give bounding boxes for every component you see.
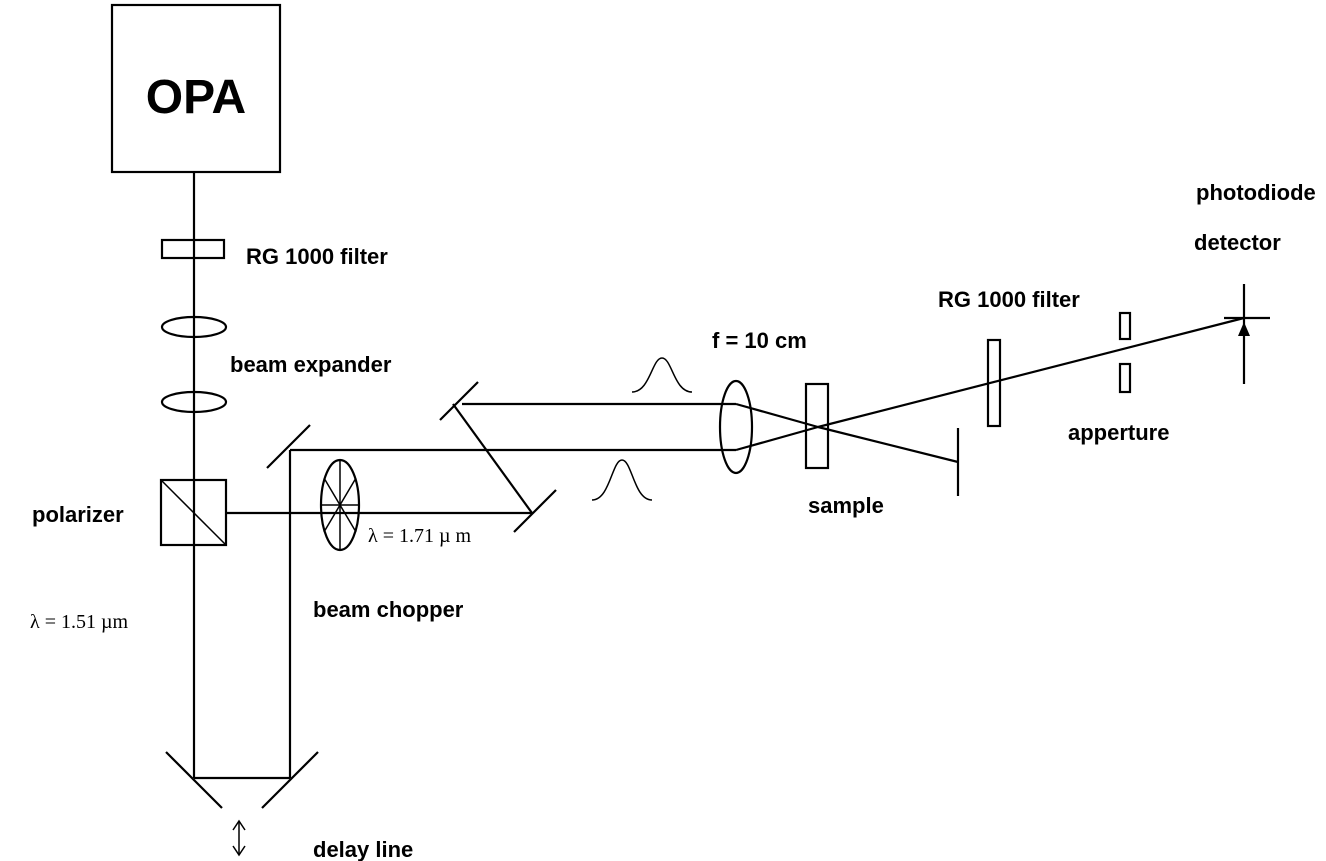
mirror-delay-top — [266, 424, 311, 469]
detector-label: detector — [1194, 230, 1281, 255]
opa-label: OPA — [146, 71, 246, 124]
opa-box: OPA — [110, 3, 282, 174]
rg1000-filter-bottom: RG 1000 filter — [938, 287, 1080, 428]
delay-line-arrow: delay line — [232, 819, 413, 861]
beam-to-detector — [817, 316, 1245, 429]
aperture-label: apperture — [1068, 420, 1169, 445]
beam-converge-upper — [735, 402, 819, 429]
beam-to-dump — [817, 425, 959, 464]
sample-label: sample — [808, 493, 884, 518]
sample: sample — [804, 382, 884, 518]
beam-expander-label: beam expander — [230, 352, 392, 377]
aperture: apperture — [1068, 311, 1169, 445]
mirror-probe-top — [439, 381, 479, 421]
beam-converge-lower — [735, 425, 819, 452]
pulse-shape-lower — [591, 459, 653, 501]
focusing-lens: f = 10 cm — [712, 328, 807, 475]
mirror-probe-right — [513, 489, 557, 533]
photodiode-detector: photodiode detector — [1194, 180, 1316, 384]
beam-chopper: beam chopper — [313, 458, 464, 622]
pulse-shape-upper — [631, 357, 693, 393]
delay-line-label: delay line — [313, 837, 413, 861]
beam-chopper-label: beam chopper — [313, 597, 464, 622]
lambda-pump-label: λ = 1.51 µm — [30, 611, 129, 633]
beam-expander: beam expander — [160, 315, 392, 414]
delay-mirrors — [165, 450, 319, 809]
rg1000-filter-top: RG 1000 filter — [160, 238, 388, 269]
polarizer-label: polarizer — [32, 502, 124, 527]
probe-beam-diagonal — [452, 403, 533, 514]
rg1000-filter-top-label: RG 1000 filter — [246, 244, 388, 269]
lens-label: f = 10 cm — [712, 328, 807, 353]
lambda-probe-label: λ = 1.71 µ m — [368, 525, 472, 547]
rg1000-filter-bottom-label: RG 1000 filter — [938, 287, 1080, 312]
polarizer-cube: polarizer — [32, 478, 228, 547]
photodiode-label: photodiode — [1196, 180, 1316, 205]
